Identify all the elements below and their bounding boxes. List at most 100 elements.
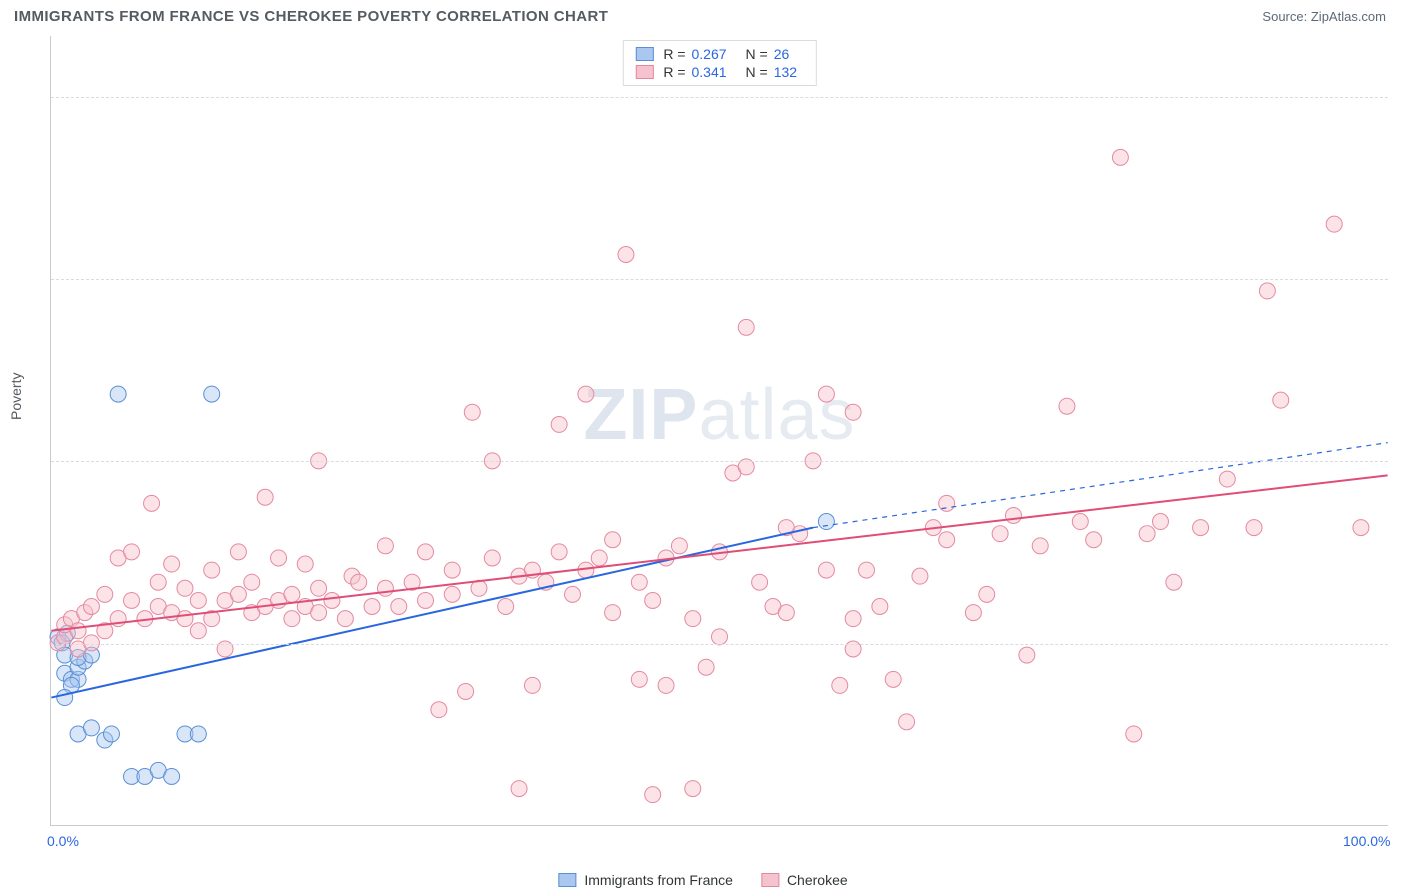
data-point [658,677,674,693]
data-point [1059,398,1075,414]
source-name: ZipAtlas.com [1311,9,1386,24]
data-point [418,544,434,560]
data-point [70,623,86,639]
data-point [524,677,540,693]
data-point [164,556,180,572]
data-point [1005,507,1021,523]
legend-stats-box: R = 0.267 N = 26 R = 0.341 N = 132 [622,40,816,86]
data-point [377,580,393,596]
data-point [845,611,861,627]
data-point [57,690,73,706]
data-point [939,532,955,548]
data-point [712,629,728,645]
data-point [1152,514,1168,530]
trend-line [51,475,1387,630]
legend-n-value: 26 [774,46,804,62]
data-point [685,611,701,627]
data-point [144,495,160,511]
data-point [1326,216,1342,232]
legend-swatch [635,47,653,61]
data-point [418,592,434,608]
legend-n-label: N = [746,46,768,62]
data-point [872,599,888,615]
gridline [51,644,1388,645]
data-point [1072,514,1088,530]
data-point [1086,532,1102,548]
data-point [939,495,955,511]
data-point [1126,726,1142,742]
data-point [1019,647,1035,663]
data-point [1246,520,1262,536]
data-point [177,611,193,627]
data-point [551,544,567,560]
data-point [284,611,300,627]
legend-r-value: 0.341 [692,64,736,80]
data-point [818,514,834,530]
data-point [464,404,480,420]
data-point [565,586,581,602]
data-point [1193,520,1209,536]
data-point [979,586,995,602]
data-point [230,586,246,602]
legend-series-label: Immigrants from France [584,872,733,888]
data-point [83,599,99,615]
y-tick-label: 60.0% [1392,89,1406,105]
data-point [311,580,327,596]
legend-r-value: 0.267 [692,46,736,62]
data-point [1353,520,1369,536]
data-point [431,702,447,718]
data-point [685,781,701,797]
data-point [311,605,327,621]
data-point [645,592,661,608]
data-point [1032,538,1048,554]
data-point [1219,471,1235,487]
data-point [377,538,393,554]
data-point [912,568,928,584]
data-point [351,574,367,590]
legend-series-label: Cherokee [787,872,848,888]
x-tick-label: 100.0% [1343,833,1390,849]
data-point [498,599,514,615]
x-tick-label: 0.0% [47,833,79,849]
data-point [605,532,621,548]
legend-r-label: R = [663,46,685,62]
chart-title: IMMIGRANTS FROM FRANCE VS CHEROKEE POVER… [14,8,608,25]
data-point [271,550,287,566]
data-point [631,574,647,590]
data-point [257,489,273,505]
legend-n-value: 132 [774,64,804,80]
header: IMMIGRANTS FROM FRANCE VS CHEROKEE POVER… [0,0,1406,29]
legend-n-label: N = [746,64,768,80]
legend-r-label: R = [663,64,685,80]
chart-plot-area: ZIPatlas R =0.267N =26R =0.341N =132 15.… [50,36,1388,826]
data-point [578,386,594,402]
data-point [458,683,474,699]
data-point [1259,283,1275,299]
y-tick-label: 45.0% [1392,271,1406,287]
data-point [859,562,875,578]
data-point [671,538,687,554]
data-point [1139,526,1155,542]
data-point [591,550,607,566]
data-point [1273,392,1289,408]
data-point [444,586,460,602]
data-point [1112,149,1128,165]
data-point [204,386,220,402]
data-point [244,574,260,590]
data-point [190,726,206,742]
data-point [124,544,140,560]
data-point [97,586,113,602]
legend-swatch [761,873,779,887]
data-point [150,574,166,590]
data-point [484,550,500,566]
y-tick-label: 15.0% [1392,636,1406,652]
data-point [444,562,460,578]
data-point [124,592,140,608]
data-point [230,544,246,560]
gridline [51,461,1388,462]
data-point [324,592,340,608]
legend-series-item: Immigrants from France [558,872,733,888]
data-point [164,768,180,784]
legend-swatch [635,65,653,79]
legend-swatch [558,873,576,887]
